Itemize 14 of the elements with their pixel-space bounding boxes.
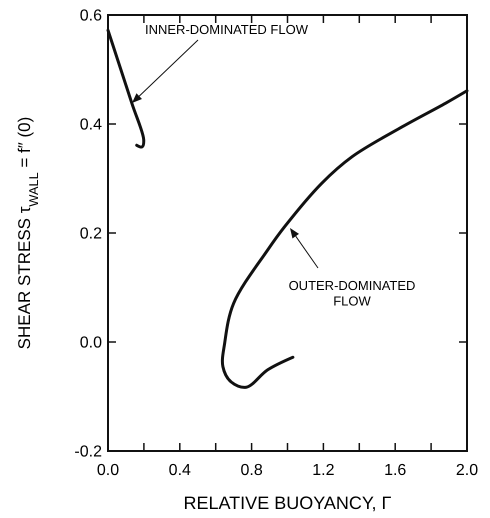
- x-tick-label: 0.8: [240, 462, 263, 479]
- y-tick-label: 0.6: [80, 8, 102, 25]
- y-tick-label: -0.2: [74, 444, 102, 461]
- x-tick-label: 0.0: [96, 462, 120, 479]
- y-tick-label: 0.0: [80, 334, 102, 352]
- x-axis-title: RELATIVE BUOYANCY, Γ: [184, 493, 392, 513]
- x-tick-label: 1.2: [312, 462, 335, 479]
- y-tick-label: 0.4: [80, 116, 102, 134]
- annotation: OUTER-DOMINATED FLOW: [288, 278, 416, 309]
- x-tick-label: 1.6: [384, 462, 406, 479]
- y-tick-label: 0.2: [80, 226, 102, 243]
- x-tick-label: 2.0: [456, 462, 478, 479]
- annotation: INNER-DOMINATED FLOW: [145, 22, 309, 37]
- x-tick-label: 0.4: [168, 462, 192, 479]
